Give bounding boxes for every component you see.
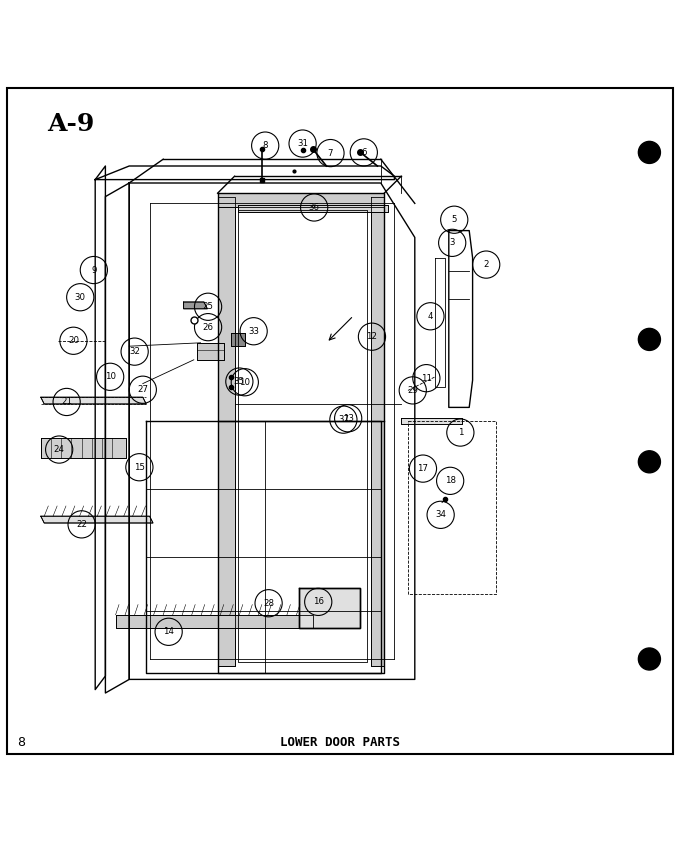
Text: 35: 35 — [234, 377, 245, 386]
Text: 21: 21 — [61, 397, 72, 407]
Text: 8: 8 — [17, 736, 25, 749]
Text: 12: 12 — [367, 333, 377, 341]
Polygon shape — [371, 196, 384, 666]
Text: 13: 13 — [343, 413, 354, 423]
Circle shape — [639, 328, 660, 350]
Text: 36: 36 — [309, 203, 320, 212]
Text: 18: 18 — [445, 477, 456, 485]
Text: 4: 4 — [428, 312, 433, 321]
Text: 22: 22 — [76, 520, 87, 529]
Text: 29: 29 — [407, 386, 418, 395]
Polygon shape — [299, 588, 360, 628]
Text: 30: 30 — [75, 293, 86, 301]
Text: 24: 24 — [54, 445, 65, 454]
Text: 26: 26 — [203, 322, 214, 332]
Text: 31: 31 — [297, 139, 308, 148]
Text: 1: 1 — [458, 428, 463, 437]
Text: 6: 6 — [361, 148, 367, 157]
Text: 8: 8 — [262, 141, 268, 150]
Polygon shape — [41, 438, 126, 458]
Text: 11: 11 — [421, 374, 432, 382]
Text: 14: 14 — [163, 627, 174, 637]
Text: 10: 10 — [239, 378, 250, 386]
Text: A-9: A-9 — [48, 112, 95, 136]
Polygon shape — [41, 516, 153, 523]
Polygon shape — [401, 418, 462, 424]
Polygon shape — [231, 333, 245, 346]
Text: 2: 2 — [483, 260, 489, 269]
Text: 34: 34 — [435, 510, 446, 520]
Polygon shape — [41, 397, 146, 404]
Text: 10: 10 — [105, 372, 116, 381]
Text: 33: 33 — [248, 327, 259, 336]
Text: 15: 15 — [134, 463, 145, 472]
Text: 9: 9 — [91, 265, 97, 274]
Polygon shape — [238, 205, 388, 211]
Text: 16: 16 — [313, 597, 324, 606]
Circle shape — [639, 450, 660, 473]
Text: LOWER DOOR PARTS: LOWER DOOR PARTS — [280, 736, 400, 749]
Text: 20: 20 — [68, 336, 79, 345]
Polygon shape — [184, 302, 207, 309]
Text: 17: 17 — [418, 464, 428, 473]
Polygon shape — [116, 615, 313, 628]
Polygon shape — [218, 193, 384, 207]
Polygon shape — [218, 196, 235, 666]
Text: 5: 5 — [452, 216, 457, 224]
Text: 32: 32 — [129, 347, 140, 356]
Polygon shape — [197, 343, 224, 360]
Text: 27: 27 — [137, 386, 148, 394]
Text: 37: 37 — [338, 415, 349, 424]
Text: 7: 7 — [328, 148, 333, 157]
Circle shape — [639, 648, 660, 670]
Text: 28: 28 — [263, 599, 274, 608]
Circle shape — [639, 141, 660, 163]
Text: 25: 25 — [203, 302, 214, 312]
Text: 3: 3 — [449, 238, 455, 248]
